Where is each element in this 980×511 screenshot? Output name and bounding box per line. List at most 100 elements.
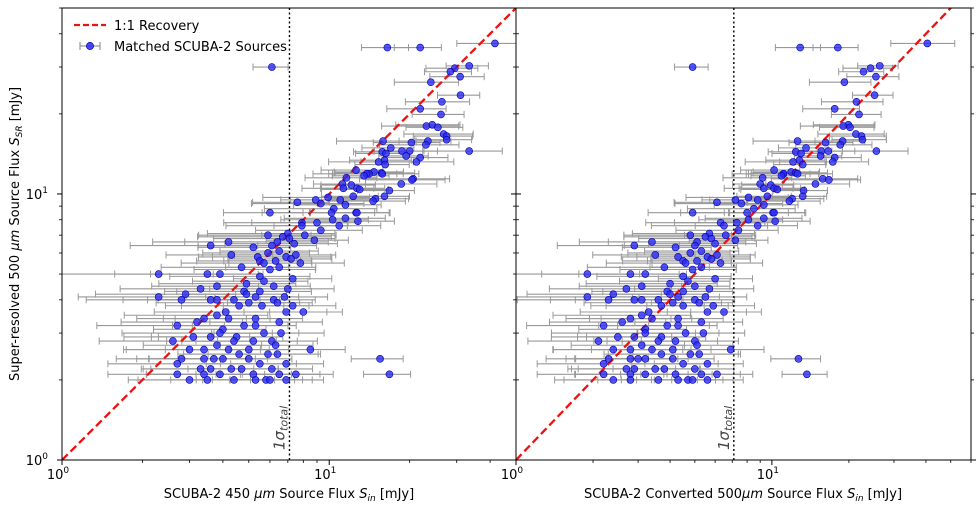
legend-recovery-label: 1:1 Recovery bbox=[114, 19, 200, 34]
right-data-point bbox=[834, 43, 842, 52]
right-data-point bbox=[713, 370, 721, 379]
right-x-tick-label: 100 bbox=[501, 466, 524, 483]
left-data-point bbox=[251, 321, 260, 330]
left-data-point bbox=[349, 192, 358, 201]
left-data-point bbox=[258, 301, 266, 310]
left-data-point bbox=[237, 263, 246, 272]
right-data-point bbox=[637, 296, 646, 304]
left-data-point bbox=[275, 318, 284, 326]
left-data-point bbox=[154, 270, 163, 278]
right-data-point bbox=[651, 365, 660, 373]
left-data-point bbox=[290, 239, 299, 248]
left-data-point bbox=[260, 329, 268, 337]
left-data-point bbox=[173, 370, 182, 379]
right-data-point bbox=[681, 259, 690, 267]
left-data-point bbox=[206, 333, 215, 341]
right-data-point bbox=[733, 218, 741, 227]
right-data-point bbox=[604, 355, 613, 363]
right-data-point bbox=[609, 345, 618, 354]
right-data-point bbox=[753, 221, 762, 230]
left-data-point bbox=[341, 214, 350, 223]
right-data-point bbox=[681, 329, 690, 337]
right-data-point bbox=[641, 370, 650, 379]
y-axis-label: Super-resolved 500 μm Source Flux SSR [m… bbox=[8, 87, 25, 381]
left-data-point bbox=[385, 370, 394, 379]
left-data-point bbox=[224, 314, 233, 323]
right-data-point bbox=[666, 279, 674, 288]
left-data-point bbox=[284, 285, 292, 293]
right-errorbars bbox=[516, 39, 956, 384]
left-data-point bbox=[251, 314, 260, 323]
left-data-point bbox=[385, 186, 394, 195]
right-data-point bbox=[626, 314, 635, 323]
right-data-point bbox=[828, 158, 837, 166]
right-data-point bbox=[731, 196, 740, 204]
left-x-tick-label: 101 bbox=[314, 466, 336, 483]
right-data-point bbox=[711, 239, 719, 248]
right-data-point bbox=[630, 296, 639, 304]
left-data-point bbox=[352, 166, 360, 174]
left-data-point bbox=[442, 135, 451, 144]
right-data-point bbox=[686, 231, 695, 239]
right-data-point bbox=[699, 329, 708, 337]
right-axes-frame bbox=[515, 7, 972, 461]
left-data-point bbox=[251, 293, 260, 301]
right-data-point bbox=[671, 243, 680, 252]
left-data-point bbox=[185, 376, 194, 384]
left-data-point bbox=[378, 170, 387, 178]
left-x-axis-label: SCUBA-2 450 μm Source Flux Sin [mJy] bbox=[164, 487, 414, 504]
left-data-point bbox=[224, 238, 233, 246]
left-data-point bbox=[244, 355, 253, 363]
right-data-point bbox=[688, 265, 697, 274]
right-data-point bbox=[794, 355, 803, 363]
left-data-point bbox=[434, 123, 442, 132]
right-data-point bbox=[644, 308, 653, 316]
left-data-point bbox=[200, 314, 208, 323]
left-data-point bbox=[206, 241, 215, 250]
left-data-point bbox=[189, 333, 198, 341]
left-data-point bbox=[249, 243, 258, 252]
left-data-point bbox=[306, 345, 315, 354]
right-data-point bbox=[604, 296, 613, 304]
right-data-point bbox=[750, 204, 758, 213]
right-data-point bbox=[622, 365, 631, 373]
right-data-point bbox=[583, 270, 592, 278]
left-data-point bbox=[382, 149, 390, 158]
left-data-point bbox=[335, 221, 344, 230]
right-data-point bbox=[686, 350, 695, 358]
left-data-point bbox=[181, 290, 190, 298]
left-points bbox=[154, 39, 499, 384]
right-data-point bbox=[686, 249, 695, 257]
left-data-point bbox=[273, 238, 282, 246]
left-data-point bbox=[173, 321, 182, 330]
left-data-point bbox=[407, 138, 416, 147]
left-data-point bbox=[230, 376, 238, 384]
right-data-point bbox=[713, 198, 721, 207]
right-data-point bbox=[731, 236, 740, 245]
left-data-point bbox=[224, 345, 233, 354]
left-data-point bbox=[219, 355, 227, 363]
right-data-point bbox=[703, 359, 712, 368]
right-data-point bbox=[648, 238, 656, 246]
left-data-point bbox=[227, 365, 236, 373]
right-data-point bbox=[618, 318, 626, 326]
left-data-point bbox=[282, 359, 290, 368]
left-data-point bbox=[324, 193, 332, 202]
left-data-point bbox=[327, 208, 336, 217]
right-data-point bbox=[923, 39, 932, 48]
left-data-point bbox=[273, 350, 282, 358]
right-data-point bbox=[713, 251, 721, 259]
right-data-point bbox=[648, 345, 656, 354]
right-data-point bbox=[703, 308, 712, 316]
right-data-point bbox=[830, 104, 839, 113]
left-data-point bbox=[268, 63, 276, 71]
right-data-point bbox=[660, 263, 669, 272]
right-data-point bbox=[839, 122, 848, 130]
right-data-point bbox=[770, 166, 778, 174]
right-data-point bbox=[669, 345, 677, 354]
left-data-point bbox=[268, 241, 276, 250]
left-data-point bbox=[213, 311, 221, 320]
right-data-point bbox=[771, 217, 779, 225]
left-data-point bbox=[288, 274, 297, 283]
right-data-point bbox=[684, 277, 692, 285]
